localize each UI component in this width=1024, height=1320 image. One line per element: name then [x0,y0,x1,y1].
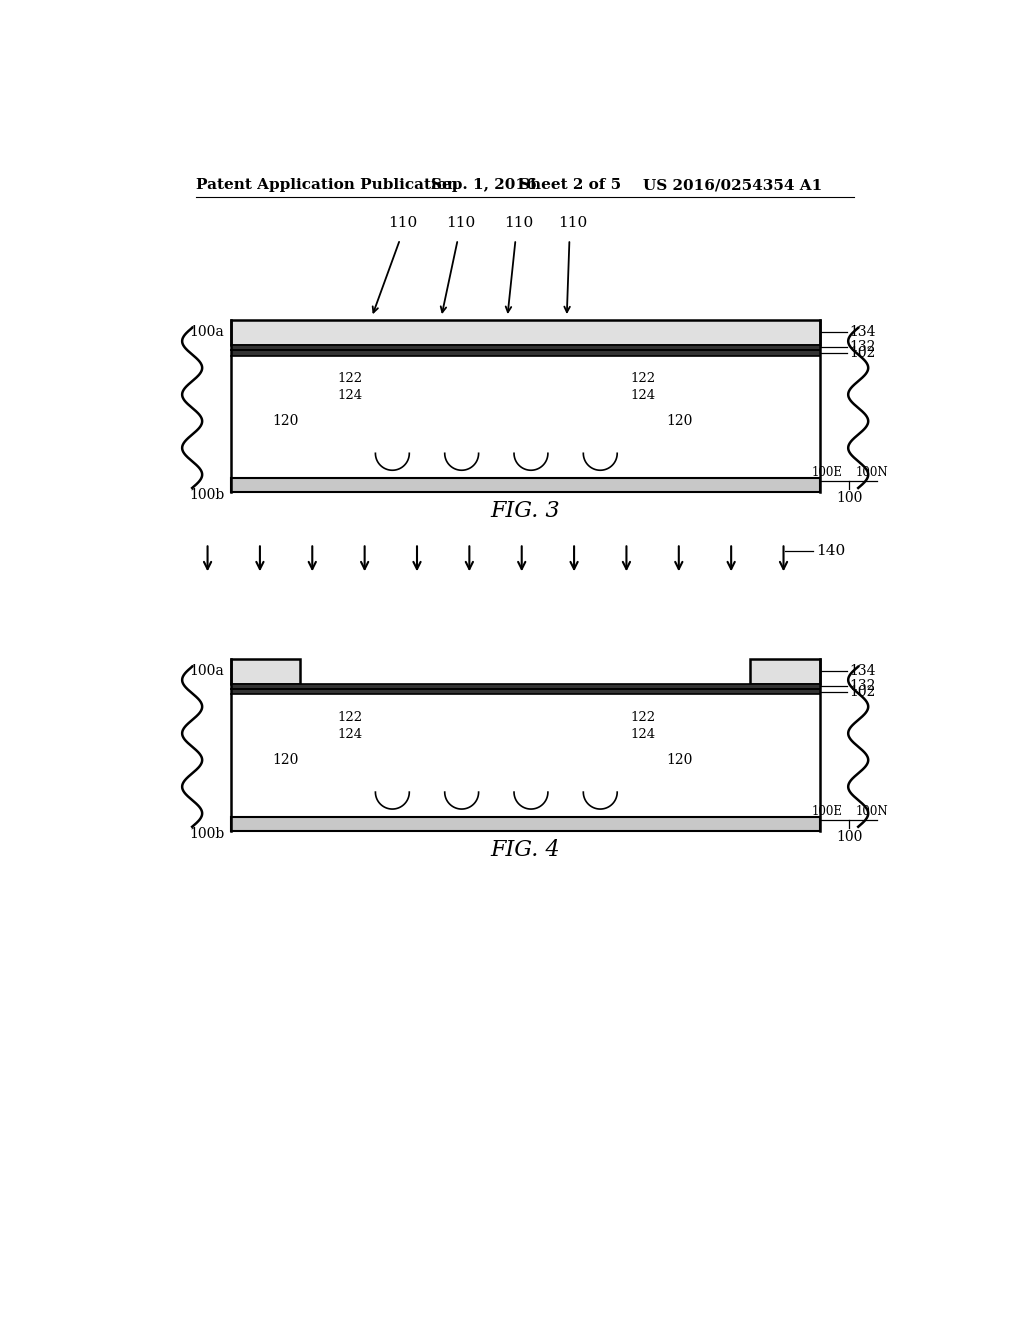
Bar [230,321,819,345]
Text: Sheet 2 of 5: Sheet 2 of 5 [519,178,622,193]
Text: 100N: 100N [856,466,889,479]
Bar [230,345,819,350]
Text: 102: 102 [849,346,876,360]
Text: 134: 134 [849,664,876,678]
Bar [230,817,819,830]
Text: Patent Application Publication: Patent Application Publication [196,178,458,193]
Text: FIG. 3: FIG. 3 [490,500,559,523]
Text: 102: 102 [849,685,876,698]
Text: US 2016/0254354 A1: US 2016/0254354 A1 [643,178,822,193]
Bar [376,387,410,453]
Polygon shape [444,792,478,809]
Text: 120: 120 [272,752,298,767]
Text: 100b: 100b [189,826,224,841]
Text: 122: 122 [631,711,655,723]
Polygon shape [514,792,548,809]
Text: Sep. 1, 2016: Sep. 1, 2016 [431,178,537,193]
Polygon shape [444,453,478,470]
Text: 100b: 100b [189,488,224,502]
Text: 100a: 100a [189,664,224,678]
Text: FIG. 4: FIG. 4 [490,840,559,861]
Text: 120: 120 [667,414,693,428]
Text: 132: 132 [849,680,876,693]
Text: 124: 124 [337,389,362,403]
Text: 110: 110 [558,216,587,230]
Bar [444,738,478,792]
Text: 122: 122 [337,372,362,385]
Bar [584,387,617,453]
Text: 122: 122 [337,711,362,723]
Text: 134: 134 [849,326,876,339]
Text: 100: 100 [837,491,862,506]
Bar [230,659,300,684]
Bar [230,478,819,492]
Bar [514,738,548,792]
Polygon shape [584,792,617,809]
Text: 124: 124 [337,727,362,741]
Text: 100: 100 [837,830,862,843]
Bar [230,355,819,478]
Bar [230,684,819,689]
Bar [751,659,819,684]
Bar [514,387,548,453]
Text: 100E: 100E [811,804,842,817]
Text: 132: 132 [849,341,876,355]
Bar [376,738,410,792]
Text: 120: 120 [272,414,298,428]
Bar [230,689,819,694]
Text: 124: 124 [631,727,655,741]
Polygon shape [584,453,617,470]
Polygon shape [376,792,410,809]
Polygon shape [514,453,548,470]
Bar [444,387,478,453]
Bar [230,694,819,817]
Text: 110: 110 [388,216,418,230]
Text: 124: 124 [631,389,655,403]
Text: 100a: 100a [189,326,224,339]
Text: 140: 140 [816,544,845,558]
Polygon shape [376,453,410,470]
Text: 122: 122 [631,372,655,385]
Text: 110: 110 [446,216,475,230]
Bar [230,350,819,355]
Text: 100E: 100E [811,466,842,479]
Text: 110: 110 [504,216,534,230]
Bar [584,738,617,792]
Text: 120: 120 [667,752,693,767]
Text: 100N: 100N [856,804,889,817]
